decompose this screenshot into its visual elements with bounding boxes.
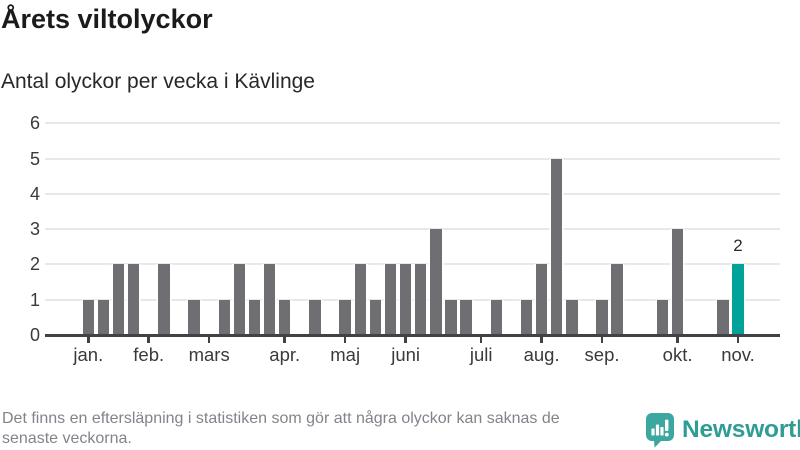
bar-week [414, 264, 427, 335]
x-axis-tick-label: aug. [523, 344, 560, 365]
bar-week [717, 299, 729, 335]
x-axis-tick-label: juli [469, 344, 493, 365]
gridline [45, 263, 780, 266]
y-axis-tick-label: 4 [29, 183, 40, 204]
bar-week [460, 299, 472, 335]
x-axis-tick-label: feb. [133, 344, 165, 365]
bar-week [611, 264, 623, 335]
gridline [45, 228, 780, 231]
x-axis-tick-label: nov. [721, 344, 755, 365]
x-axis-tick [207, 337, 211, 343]
page-title: Årets viltolyckor [1, 4, 213, 34]
y-axis-tick-label: 6 [29, 113, 40, 134]
bar-week [550, 158, 563, 335]
chart-subtitle: Antal olyckor per vecka i Kävlinge [1, 70, 315, 93]
x-axis-line [45, 334, 780, 337]
bar-week [158, 264, 170, 335]
y-axis-tick-label: 1 [29, 289, 40, 310]
highlight-bar-current-week [732, 264, 744, 335]
newsworthy-speech-bubble-bar-chart-icon [646, 413, 674, 448]
bar-chart-plot-area: 0 1 2 3 4 5 6 jan. feb. mars apr. maj juni juli aug. se… [29, 113, 780, 365]
bar-week [399, 264, 412, 335]
gridline [45, 192, 780, 195]
x-axis-tick [283, 337, 286, 343]
bar-week [566, 299, 578, 335]
x-axis-tick [540, 337, 543, 343]
x-axis-tick [87, 337, 90, 343]
bar-week [112, 264, 125, 335]
gridline [45, 157, 780, 160]
x-axis-tick-label: apr. [269, 344, 301, 365]
x-axis-tick-label: juni [391, 344, 421, 365]
y-axis-tick-label: 3 [29, 219, 40, 240]
bar-week [369, 299, 382, 335]
bar-week [263, 264, 276, 335]
bar-week [82, 299, 95, 335]
bar-week [278, 299, 291, 335]
x-axis-tick [343, 337, 347, 343]
x-axis-tick [676, 337, 679, 343]
x-axis-tick-label: okt. [662, 344, 693, 365]
bar-value-label: 2 [733, 236, 743, 256]
bar-week [188, 299, 200, 335]
x-axis-tick [147, 337, 150, 343]
x-axis-tick-label: maj [330, 344, 361, 365]
bar-week [354, 264, 367, 335]
x-axis-tick-label: mars [188, 344, 230, 365]
y-axis-tick-label: 0 [29, 325, 40, 345]
bar-week [218, 299, 231, 335]
newsworthy-brand: Newsworthy [645, 413, 800, 448]
bar-week [520, 299, 533, 335]
brand-name: Newsworthy [682, 416, 800, 443]
x-axis-tick-label: sep. [584, 344, 620, 365]
bar-week [233, 264, 246, 335]
bar-week [97, 299, 110, 335]
bar-week [384, 264, 397, 335]
bar-week [671, 229, 684, 335]
y-axis-tick-label: 2 [29, 254, 40, 275]
bar-week [248, 299, 261, 335]
bar-week [535, 264, 548, 335]
x-axis-tick-label: jan. [73, 344, 104, 365]
footnote: Det finns en eftersläpning i statistiken… [2, 410, 560, 447]
bar-week [339, 299, 351, 335]
gridline [45, 122, 780, 125]
bar-week [596, 299, 608, 335]
bar-week [490, 299, 503, 335]
bar-week [445, 299, 457, 335]
bar-week [127, 264, 140, 335]
gridline [45, 298, 780, 301]
y-axis-tick-label: 5 [29, 148, 40, 169]
x-axis-tick [479, 337, 483, 343]
bar-week [656, 299, 669, 335]
x-axis-tick [736, 337, 740, 343]
x-axis-tick [600, 337, 604, 343]
x-axis-tick [404, 337, 407, 343]
bar-week [430, 229, 442, 335]
bar-week [309, 299, 321, 335]
